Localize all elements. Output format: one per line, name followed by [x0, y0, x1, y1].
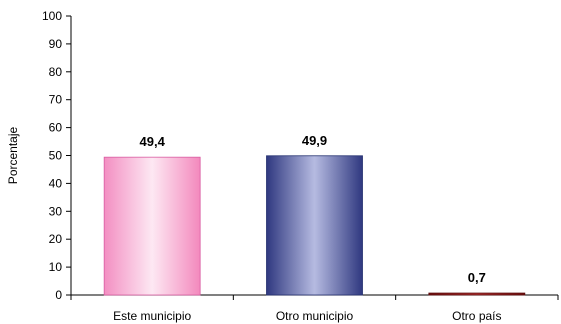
x-tick-label-2: Otro municipio: [276, 309, 354, 323]
y-axis-title: Porcentaje: [6, 126, 20, 184]
bar-1: [103, 156, 201, 296]
data-label-2: 49,9: [302, 133, 327, 148]
bar-2: [266, 155, 363, 296]
y-tick-label: 90: [49, 37, 63, 51]
y-tick-label: 0: [55, 288, 62, 302]
data-label-3: 0,7: [468, 270, 486, 285]
y-tick-label: 10: [49, 260, 63, 274]
y-tick-label: 50: [49, 149, 63, 163]
bars-group: [103, 155, 526, 296]
y-tick-label: 80: [49, 65, 63, 79]
bar-3: [428, 292, 526, 296]
y-tick-label: 60: [49, 121, 63, 135]
y-tick-label: 20: [49, 232, 63, 246]
y-tick-label: 40: [49, 176, 63, 190]
data-label-1: 49,4: [140, 134, 166, 149]
x-tick-label-3: Otro país: [452, 309, 501, 323]
chart-axes: 0 10 20 30 40 50 60 70 80 90 100: [42, 9, 559, 302]
labels-group: 49,4 Este municipio 49,9 Otro municipio 0,7 O…: [113, 133, 501, 323]
y-tick-label: 30: [49, 204, 63, 218]
y-tick-label: 100: [42, 9, 62, 23]
x-tick-label-1: Este municipio: [113, 309, 191, 323]
y-tick-label: 70: [49, 93, 63, 107]
